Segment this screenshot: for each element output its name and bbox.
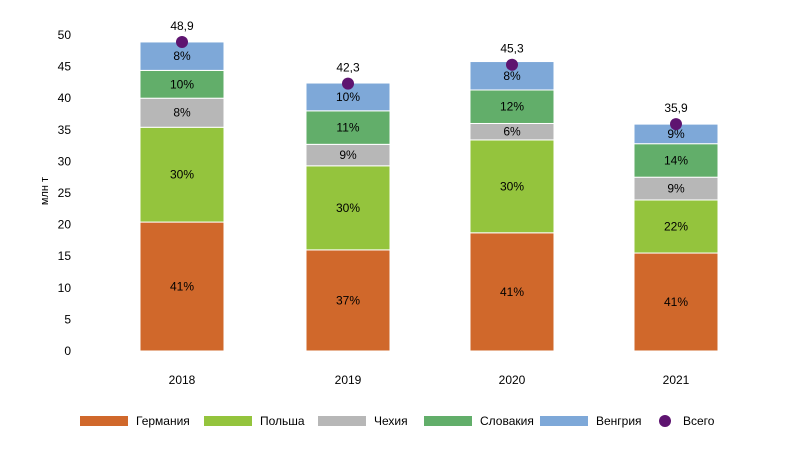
- x-tick-label: 2018: [169, 373, 196, 387]
- legend-swatch: [318, 416, 366, 426]
- y-tick-label: 30: [58, 154, 72, 168]
- bar-segment-label: 41%: [170, 280, 194, 294]
- x-tick-label: 2020: [499, 373, 526, 387]
- y-tick-label: 15: [58, 249, 72, 263]
- bar-segment-label: 41%: [664, 295, 688, 309]
- legend-swatch: [204, 416, 252, 426]
- legend-label: Всего: [683, 414, 715, 428]
- bar-segment-label: 30%: [500, 179, 524, 193]
- bar-segment-label: 8%: [503, 69, 521, 83]
- bar-segment-Польша: [633, 199, 719, 254]
- y-tick-label: 50: [58, 28, 72, 42]
- legend-label: Чехия: [374, 414, 408, 428]
- total-value-label: 45,3: [500, 42, 524, 56]
- bar-segment-Словакия: [305, 110, 391, 145]
- y-tick-label: 0: [64, 344, 71, 358]
- y-tick-label: 25: [58, 186, 72, 200]
- bar-segment-Словакия: [139, 69, 225, 99]
- total-value-label: 35,9: [664, 101, 688, 115]
- y-tick-label: 35: [58, 123, 72, 137]
- bar-segment-label: 10%: [170, 77, 194, 91]
- y-tick-label: 10: [58, 281, 72, 295]
- bar-segment-label: 41%: [500, 285, 524, 299]
- legend-total-marker: [659, 415, 671, 427]
- legend-swatch: [540, 416, 588, 426]
- x-tick-label: 2021: [663, 373, 690, 387]
- bar-segment-label: 8%: [173, 49, 191, 63]
- y-axis-label: млн т: [39, 177, 51, 205]
- legend-label: Словакия: [480, 414, 534, 428]
- bar-segment-Венгрия: [139, 41, 225, 71]
- legend-swatch: [80, 416, 128, 426]
- total-marker: [670, 118, 682, 131]
- bar-segment-Польша: [139, 126, 225, 223]
- bar-segment-label: 30%: [170, 168, 194, 182]
- legend: Германия Польша Чехия Словакия Венгрия Всего: [80, 414, 715, 428]
- x-tick-label: 2019: [335, 373, 362, 387]
- bar-segment-label: 9%: [667, 127, 685, 141]
- bar-segment-Польша: [305, 165, 391, 251]
- bar-segment-label: 10%: [336, 90, 360, 104]
- bar-segment-label: 12%: [500, 100, 524, 114]
- y-tick-label: 20: [58, 218, 72, 232]
- bar-segment-label: 14%: [664, 153, 688, 167]
- legend-label: Венгрия: [596, 414, 642, 428]
- bar-segment-Германия: [305, 249, 391, 352]
- total-marker: [342, 77, 354, 90]
- bar-segment-label: 9%: [667, 182, 685, 196]
- bar-segment-label: 8%: [173, 106, 191, 120]
- bar-segment-Польша: [469, 139, 555, 234]
- bar-segment-label: 22%: [664, 219, 688, 233]
- y-tick-label: 40: [58, 91, 72, 105]
- total-marker: [506, 58, 518, 71]
- bar-segment-label: 30%: [336, 201, 360, 215]
- legend-label: Польша: [260, 414, 305, 428]
- bar-segment-Германия: [633, 252, 719, 352]
- y-tick-label: 45: [58, 60, 72, 74]
- bar-segment-label: 9%: [339, 148, 357, 162]
- legend-swatch: [424, 416, 472, 426]
- bar-segment-Словакия: [633, 143, 719, 178]
- bar-segment-label: 37%: [336, 293, 360, 307]
- y-tick-label: 5: [64, 312, 71, 326]
- legend-label: Германия: [136, 414, 190, 428]
- bar-segment-Германия: [139, 221, 225, 352]
- total-value-label: 42,3: [336, 61, 360, 75]
- bar-segment-label: 11%: [336, 121, 359, 135]
- bar-segment-label: 6%: [503, 125, 521, 139]
- bar-segment-Германия: [469, 232, 555, 352]
- total-value-label: 48,9: [170, 19, 194, 33]
- total-marker: [176, 35, 188, 48]
